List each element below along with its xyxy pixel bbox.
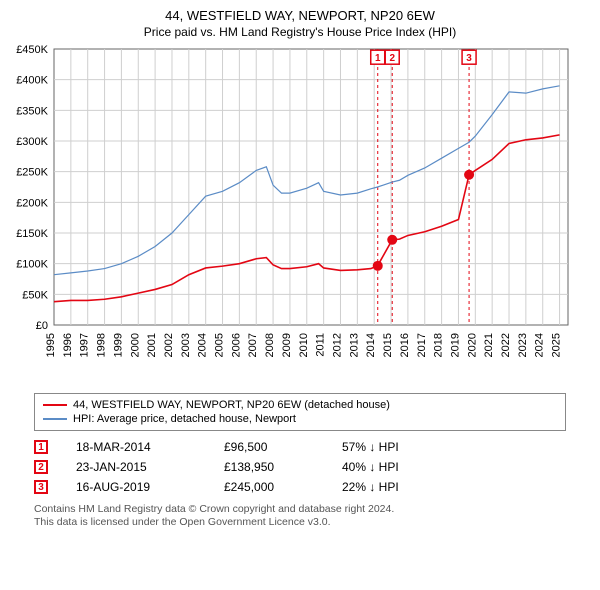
price-chart: £0 £50K £100K £150K £200K £250K £300K £350K £400… — [8, 43, 578, 383]
svg-text:2006: 2006 — [230, 333, 242, 357]
svg-text:2007: 2007 — [247, 333, 259, 357]
attribution-line-2: This data is licensed under the Open Gov… — [34, 516, 566, 529]
svg-text:2020: 2020 — [466, 333, 478, 357]
attribution: Contains HM Land Registry data © Crown c… — [34, 503, 566, 529]
legend-row-price: 44, WESTFIELD WAY, NEWPORT, NP20 6EW (de… — [43, 398, 557, 412]
svg-text:2009: 2009 — [281, 333, 293, 357]
sale-date: 23-JAN-2015 — [76, 460, 196, 474]
svg-text:2011: 2011 — [315, 333, 327, 357]
sale-delta: 57% ↓ HPI — [342, 440, 399, 454]
sale-price: £245,000 — [224, 480, 314, 494]
sale-price: £138,950 — [224, 460, 314, 474]
svg-text:2000: 2000 — [129, 333, 141, 357]
svg-text:1995: 1995 — [45, 333, 57, 357]
attribution-line-1: Contains HM Land Registry data © Crown c… — [34, 503, 566, 516]
chart-svg: £0 £50K £100K £150K £200K £250K £300K £350K £400… — [8, 43, 578, 383]
svg-text:2008: 2008 — [264, 333, 276, 357]
svg-text:2023: 2023 — [517, 333, 529, 357]
legend: 44, WESTFIELD WAY, NEWPORT, NP20 6EW (de… — [34, 393, 566, 431]
sale-delta: 22% ↓ HPI — [342, 480, 399, 494]
page-subtitle: Price paid vs. HM Land Registry's House … — [0, 23, 600, 43]
sales-row: 3 16-AUG-2019 £245,000 22% ↓ HPI — [34, 477, 566, 497]
sale-marker-chip: 1 — [34, 440, 48, 454]
svg-text:1996: 1996 — [62, 333, 74, 357]
legend-label-a: 44, WESTFIELD WAY, NEWPORT, NP20 6EW (de… — [73, 399, 390, 411]
sale-date: 16-AUG-2019 — [76, 480, 196, 494]
svg-text:1: 1 — [375, 53, 381, 64]
svg-text:£350K: £350K — [16, 105, 48, 117]
svg-text:2003: 2003 — [180, 333, 192, 357]
svg-text:1997: 1997 — [79, 333, 91, 357]
svg-text:£0: £0 — [36, 320, 48, 332]
sales-row: 1 18-MAR-2014 £96,500 57% ↓ HPI — [34, 437, 566, 457]
sale-marker-chip: 2 — [34, 460, 48, 474]
legend-row-hpi: HPI: Average price, detached house, Newp… — [43, 412, 557, 426]
svg-text:3: 3 — [466, 53, 472, 64]
legend-swatch-a — [43, 404, 67, 406]
sale-delta: 40% ↓ HPI — [342, 460, 399, 474]
svg-text:£400K: £400K — [16, 75, 48, 87]
svg-text:2021: 2021 — [483, 333, 495, 357]
sales-row: 2 23-JAN-2015 £138,950 40% ↓ HPI — [34, 457, 566, 477]
legend-label-b: HPI: Average price, detached house, Newp… — [73, 413, 296, 425]
svg-text:2: 2 — [389, 53, 395, 64]
svg-text:2024: 2024 — [534, 333, 546, 357]
svg-text:2001: 2001 — [146, 333, 158, 357]
legend-swatch-b — [43, 418, 67, 420]
svg-text:£150K: £150K — [16, 228, 48, 240]
page-title: 44, WESTFIELD WAY, NEWPORT, NP20 6EW — [0, 0, 600, 23]
svg-text:2005: 2005 — [214, 333, 226, 357]
svg-text:£300K: £300K — [16, 136, 48, 148]
svg-text:£450K: £450K — [16, 44, 48, 56]
sales-table: 1 18-MAR-2014 £96,500 57% ↓ HPI 2 23-JAN-2015… — [34, 437, 566, 497]
svg-text:2018: 2018 — [433, 333, 445, 357]
svg-text:2019: 2019 — [449, 333, 461, 357]
svg-text:2013: 2013 — [348, 333, 360, 357]
svg-text:2016: 2016 — [399, 333, 411, 357]
svg-text:1998: 1998 — [96, 333, 108, 357]
svg-text:£50K: £50K — [22, 289, 48, 301]
svg-text:2012: 2012 — [331, 333, 343, 357]
svg-text:£250K: £250K — [16, 167, 48, 179]
svg-text:£200K: £200K — [16, 197, 48, 209]
svg-text:2002: 2002 — [163, 333, 175, 357]
svg-text:2010: 2010 — [298, 333, 310, 357]
svg-text:2014: 2014 — [365, 333, 377, 357]
svg-text:2015: 2015 — [382, 333, 394, 357]
svg-text:2004: 2004 — [197, 333, 209, 357]
sale-marker-chip: 3 — [34, 480, 48, 494]
sale-date: 18-MAR-2014 — [76, 440, 196, 454]
svg-text:£100K: £100K — [16, 259, 48, 271]
svg-text:1999: 1999 — [112, 333, 124, 357]
svg-text:2017: 2017 — [416, 333, 428, 357]
sale-price: £96,500 — [224, 440, 314, 454]
svg-text:2025: 2025 — [551, 333, 563, 357]
svg-text:2022: 2022 — [500, 333, 512, 357]
